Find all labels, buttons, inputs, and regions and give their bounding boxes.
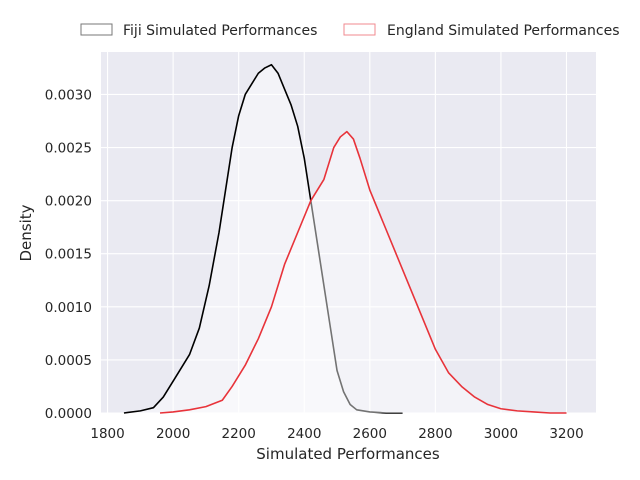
- y-tick-label: 0.0015: [45, 247, 92, 263]
- legend-label-england: England Simulated Performances: [387, 23, 620, 39]
- x-axis-label: Simulated Performances: [256, 445, 440, 463]
- legend-label-fiji: Fiji Simulated Performances: [123, 23, 317, 39]
- series-layer: [123, 63, 567, 414]
- y-tick-label: 0.0005: [45, 353, 92, 369]
- y-tick-label: 0.0030: [45, 87, 92, 103]
- x-tick-label: 1800: [90, 426, 124, 442]
- legend-swatch-england: [343, 23, 376, 36]
- y-tick-label: 0.0025: [45, 141, 92, 157]
- series-fill-1: [160, 131, 567, 413]
- x-tick-label: 2800: [418, 426, 452, 442]
- x-tick-label: 3200: [549, 426, 583, 442]
- y-tick-label: 0.0020: [45, 194, 92, 210]
- legend: Fiji Simulated Performances England Simu…: [80, 23, 620, 39]
- y-axis-label: Density: [17, 204, 35, 261]
- x-tick-label: 2200: [222, 426, 256, 442]
- grid-lines: [101, 52, 596, 414]
- x-tick-label: 2000: [156, 426, 190, 442]
- x-axis-ticks: 1800 2000 2200 2400 2600 2800 3000 3200: [90, 426, 583, 442]
- series-line-1: [159, 130, 567, 414]
- x-tick-label: 2400: [287, 426, 321, 442]
- plot-background: [101, 52, 596, 413]
- series-fill-0: [123, 64, 403, 414]
- y-tick-label: 0.0000: [45, 406, 92, 422]
- legend-swatch-fiji: [80, 23, 113, 36]
- y-tick-label: 0.0010: [45, 300, 92, 316]
- x-tick-label: 3000: [484, 426, 518, 442]
- y-axis-ticks: 0.0000 0.0005 0.0010 0.0015 0.0020 0.0025 0.00…: [45, 87, 92, 422]
- series-line-0: [123, 63, 403, 414]
- x-tick-label: 2600: [353, 426, 387, 442]
